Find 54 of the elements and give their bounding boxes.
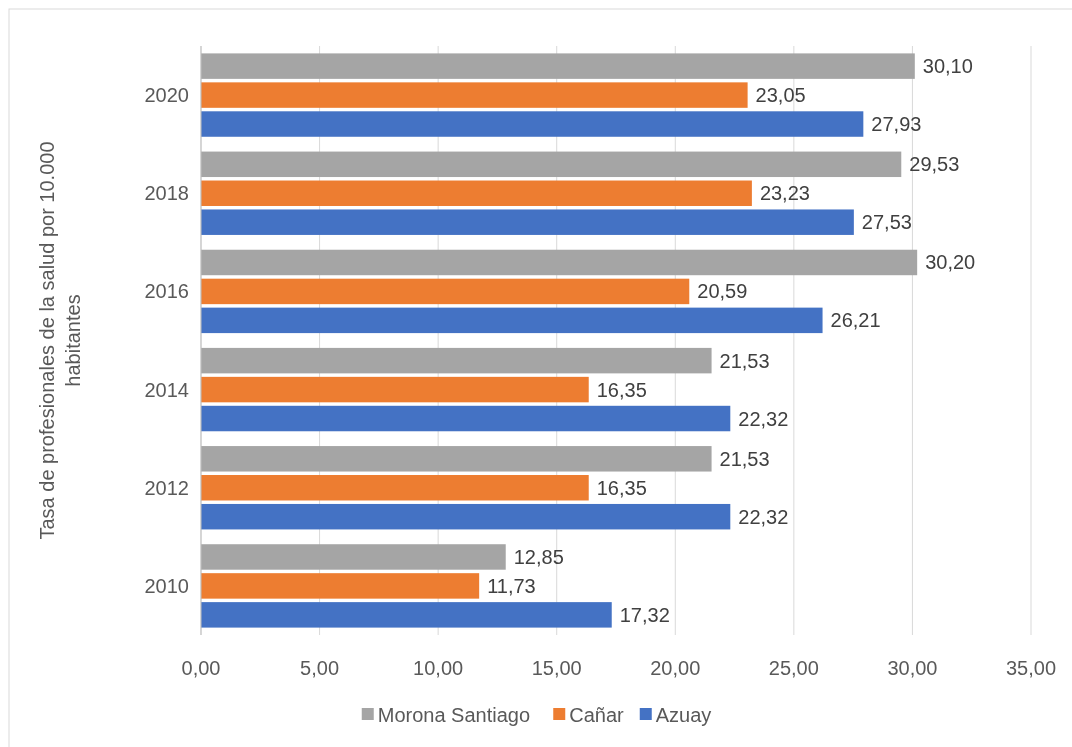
bar: [201, 602, 612, 628]
data-label: 16,35: [596, 476, 647, 499]
bar: [201, 503, 731, 530]
bar: [201, 53, 915, 79]
bar: [201, 475, 589, 501]
data-label: 17,32: [619, 603, 670, 626]
data-label: 12,85: [513, 545, 564, 568]
y-tick-label: 2010: [144, 574, 189, 597]
x-tick-label: 5,00: [300, 657, 340, 679]
bar: [201, 82, 748, 108]
y-tick-label: 2020: [144, 84, 189, 107]
data-label: 30,20: [925, 251, 976, 274]
bar: [201, 278, 690, 305]
bar: [201, 209, 854, 235]
legend-label: Morona Santiago: [377, 704, 531, 726]
bar: [201, 347, 712, 374]
data-label: 23,05: [755, 84, 806, 107]
y-tick-label: 2016: [144, 280, 189, 303]
bar: [201, 405, 731, 432]
data-label: 23,23: [759, 182, 810, 205]
y-tick-label: 2012: [144, 476, 189, 499]
legend-label: Azuay: [655, 704, 712, 726]
bar: [201, 249, 918, 276]
bar: [201, 180, 752, 206]
legend-label: Cañar: [569, 704, 625, 726]
data-label: 27,53: [861, 211, 912, 234]
x-tick-label: 15,00: [531, 657, 582, 679]
y-tick-label: 2014: [144, 378, 189, 401]
x-tick-label: 35,00: [1005, 657, 1057, 679]
data-label: 27,93: [871, 113, 922, 136]
data-label: 20,59: [697, 280, 748, 303]
data-label: 21,53: [719, 447, 770, 470]
y-tick-label: 2018: [144, 182, 189, 205]
data-label: 11,73: [487, 574, 536, 597]
x-tick-label: 20,00: [650, 657, 701, 679]
bar: [201, 446, 712, 472]
data-label: 22,32: [738, 505, 789, 528]
x-tick-label: 0,00: [181, 657, 221, 679]
x-tick-label: 25,00: [768, 657, 819, 679]
data-label: 26,21: [830, 309, 881, 332]
bar: [201, 111, 864, 137]
data-label: 30,10: [922, 55, 973, 78]
y-axis-title: Tasa de profesionales de la salud por 10.000 habitantes: [36, 141, 84, 540]
data-label: 16,35: [596, 378, 647, 401]
bar: [201, 573, 480, 599]
bar: [201, 151, 902, 178]
bar: [201, 544, 506, 570]
bar: [201, 307, 823, 334]
data-label: 22,32: [738, 407, 789, 430]
x-tick-label: 30,00: [887, 657, 938, 679]
data-label: 21,53: [719, 349, 770, 372]
bar: [201, 376, 589, 403]
data-label: 29,53: [909, 153, 960, 176]
x-tick-label: 10,00: [413, 657, 464, 679]
